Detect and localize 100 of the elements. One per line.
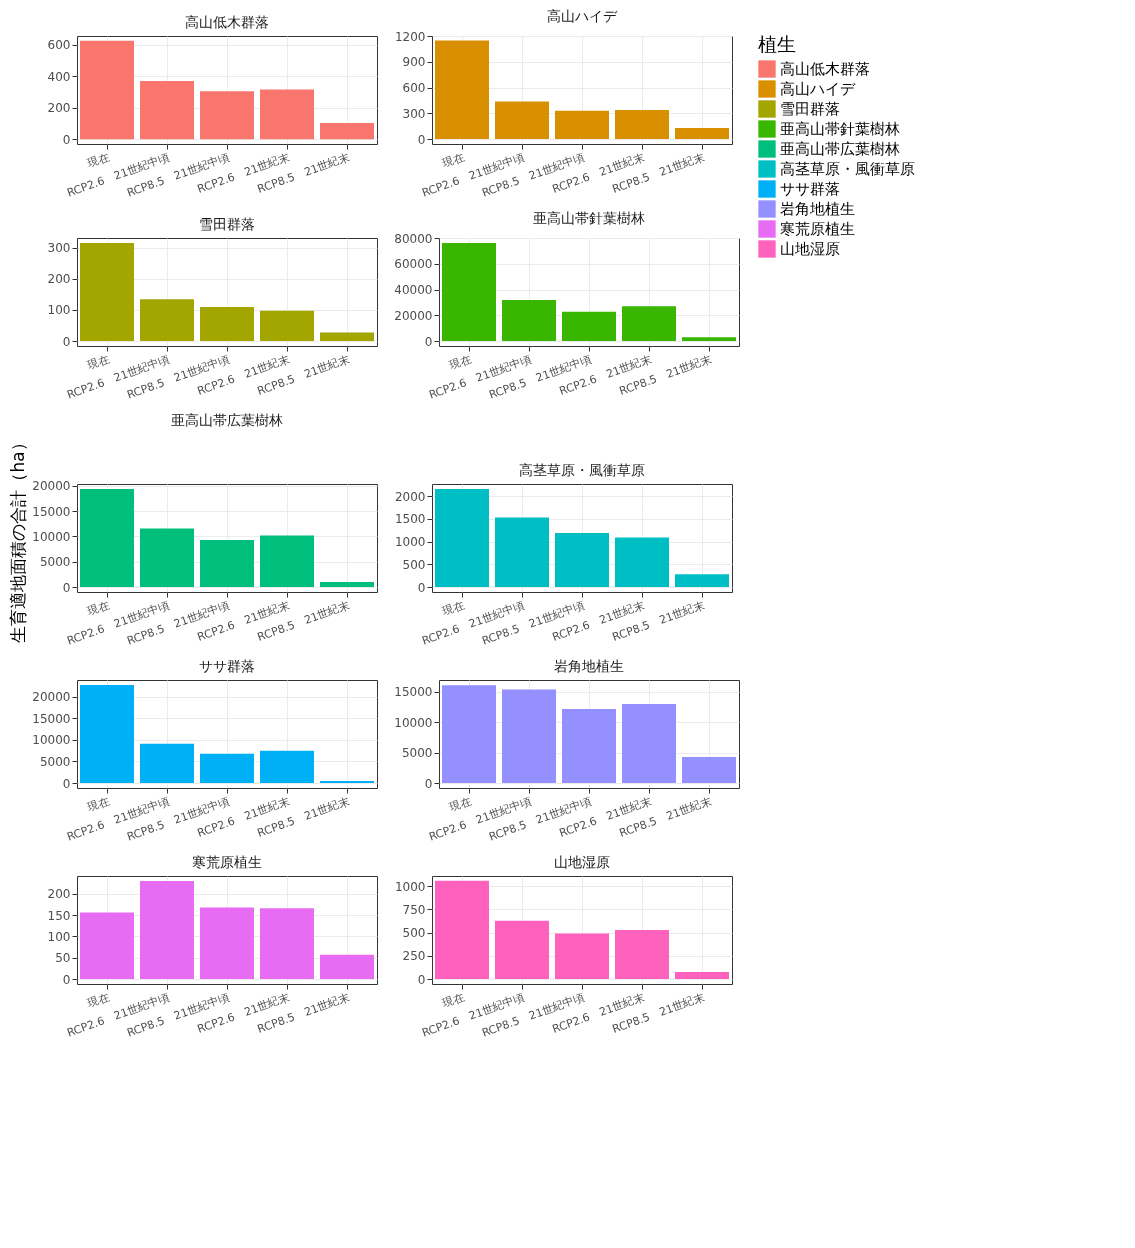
- legend-label: 高茎草原・風衝草原: [780, 160, 915, 178]
- bar: [442, 685, 496, 784]
- y-tick-label: 20000: [394, 308, 433, 323]
- bar: [260, 310, 314, 342]
- y-axis-title: 生育適地面積の合計（ha）: [8, 434, 29, 643]
- y-tick-label: 20000: [32, 690, 71, 705]
- chart-title: 寒荒原植生: [192, 854, 262, 870]
- bar: [502, 300, 556, 342]
- legend-title: 植生: [758, 33, 796, 55]
- y-tick-label: 2000: [394, 489, 426, 504]
- y-tick-label: 0: [417, 580, 426, 595]
- bar: [442, 242, 496, 342]
- y-tick-label: 100: [47, 929, 71, 944]
- bar: [555, 533, 609, 588]
- y-tick-label: 150: [47, 908, 71, 923]
- bar: [140, 81, 194, 140]
- bar: [562, 311, 616, 342]
- legend-label: 雪田群落: [780, 100, 840, 118]
- x-tick-label: 現在: [447, 352, 474, 373]
- bar: [80, 40, 134, 140]
- chart-title: 高山低木群落: [185, 14, 269, 30]
- x-tick-label: 現在: [85, 598, 112, 619]
- bar: [682, 756, 736, 784]
- chart-title: 山地湿原: [554, 854, 610, 870]
- bar: [562, 708, 616, 784]
- bar: [320, 122, 374, 140]
- chart-title: 亜高山帯広葉樹林: [171, 411, 283, 428]
- bar: [260, 750, 314, 784]
- bar: [320, 332, 374, 342]
- y-tick-label: 0: [424, 334, 433, 349]
- bar: [675, 127, 729, 140]
- legend-label: 高山ハイデ: [780, 80, 856, 98]
- chart-title: ササ群落: [199, 658, 255, 674]
- bar: [80, 912, 134, 980]
- bar: [140, 880, 194, 980]
- y-tick-label: 0: [417, 972, 426, 987]
- x-tick-label: 現在: [447, 794, 474, 815]
- bar: [140, 299, 194, 342]
- y-tick-label: 1500: [394, 512, 426, 527]
- bar: [435, 488, 489, 588]
- y-tick-label: 200: [47, 887, 71, 902]
- y-tick-label: 900: [402, 55, 426, 70]
- bar: [555, 933, 609, 980]
- y-tick-label: 80000: [394, 231, 433, 246]
- bar: [80, 684, 134, 784]
- y-tick-label: 0: [62, 776, 71, 791]
- bar: [140, 743, 194, 784]
- bar: [80, 242, 134, 342]
- bar: [622, 704, 676, 784]
- chart-title: 雪田群落: [199, 216, 255, 232]
- bar: [320, 780, 374, 784]
- bar: [495, 517, 549, 588]
- y-tick-label: 40000: [394, 283, 433, 298]
- bar: [200, 540, 254, 588]
- x-tick-label: 現在: [85, 990, 112, 1011]
- x-tick-label: 現在: [85, 150, 112, 171]
- bar: [435, 40, 489, 140]
- y-tick-label: 300: [402, 106, 426, 121]
- y-tick-label: 15000: [32, 504, 71, 519]
- y-tick-label: 15000: [394, 685, 433, 700]
- bar: [615, 929, 669, 980]
- y-tick-label: 600: [47, 38, 71, 53]
- chart-title: 亜高山帯針葉樹林: [533, 210, 645, 227]
- y-tick-label: 300: [47, 241, 71, 256]
- bar: [80, 488, 134, 588]
- y-tick-label: 1000: [394, 535, 426, 550]
- x-tick-label: 現在: [440, 150, 467, 171]
- bar: [200, 907, 254, 980]
- bar: [140, 528, 194, 588]
- bar: [502, 689, 556, 784]
- legend-label: ササ群落: [780, 180, 840, 198]
- bar: [675, 972, 729, 980]
- y-tick-label: 400: [47, 69, 71, 84]
- y-tick-label: 0: [62, 580, 71, 595]
- y-tick-label: 500: [402, 557, 426, 572]
- bar: [260, 535, 314, 588]
- bar: [320, 954, 374, 980]
- y-tick-label: 0: [62, 334, 71, 349]
- bar: [615, 109, 669, 140]
- bar: [260, 89, 314, 140]
- y-tick-label: 600: [402, 81, 426, 96]
- legend-label: 高山低木群落: [780, 60, 870, 78]
- legend-label: 亜高山帯針葉樹林: [780, 120, 900, 138]
- legend-label: 亜高山帯広葉樹林: [780, 140, 900, 158]
- y-tick-label: 0: [417, 132, 426, 147]
- y-tick-label: 0: [62, 972, 71, 987]
- bar: [615, 537, 669, 588]
- y-tick-label: 0: [424, 776, 433, 791]
- bar: [260, 908, 314, 980]
- y-tick-label: 250: [402, 949, 426, 964]
- bar: [320, 582, 374, 588]
- x-tick-label: 現在: [85, 794, 112, 815]
- y-tick-label: 200: [47, 101, 71, 116]
- bar: [435, 880, 489, 980]
- legend-label: 山地湿原: [780, 240, 840, 258]
- legend-label: 寒荒原植生: [780, 220, 855, 238]
- x-tick-label: 現在: [440, 598, 467, 619]
- chart-title: 高茎草原・風衝草原: [519, 462, 645, 478]
- bar: [675, 574, 729, 588]
- y-tick-label: 500: [402, 926, 426, 941]
